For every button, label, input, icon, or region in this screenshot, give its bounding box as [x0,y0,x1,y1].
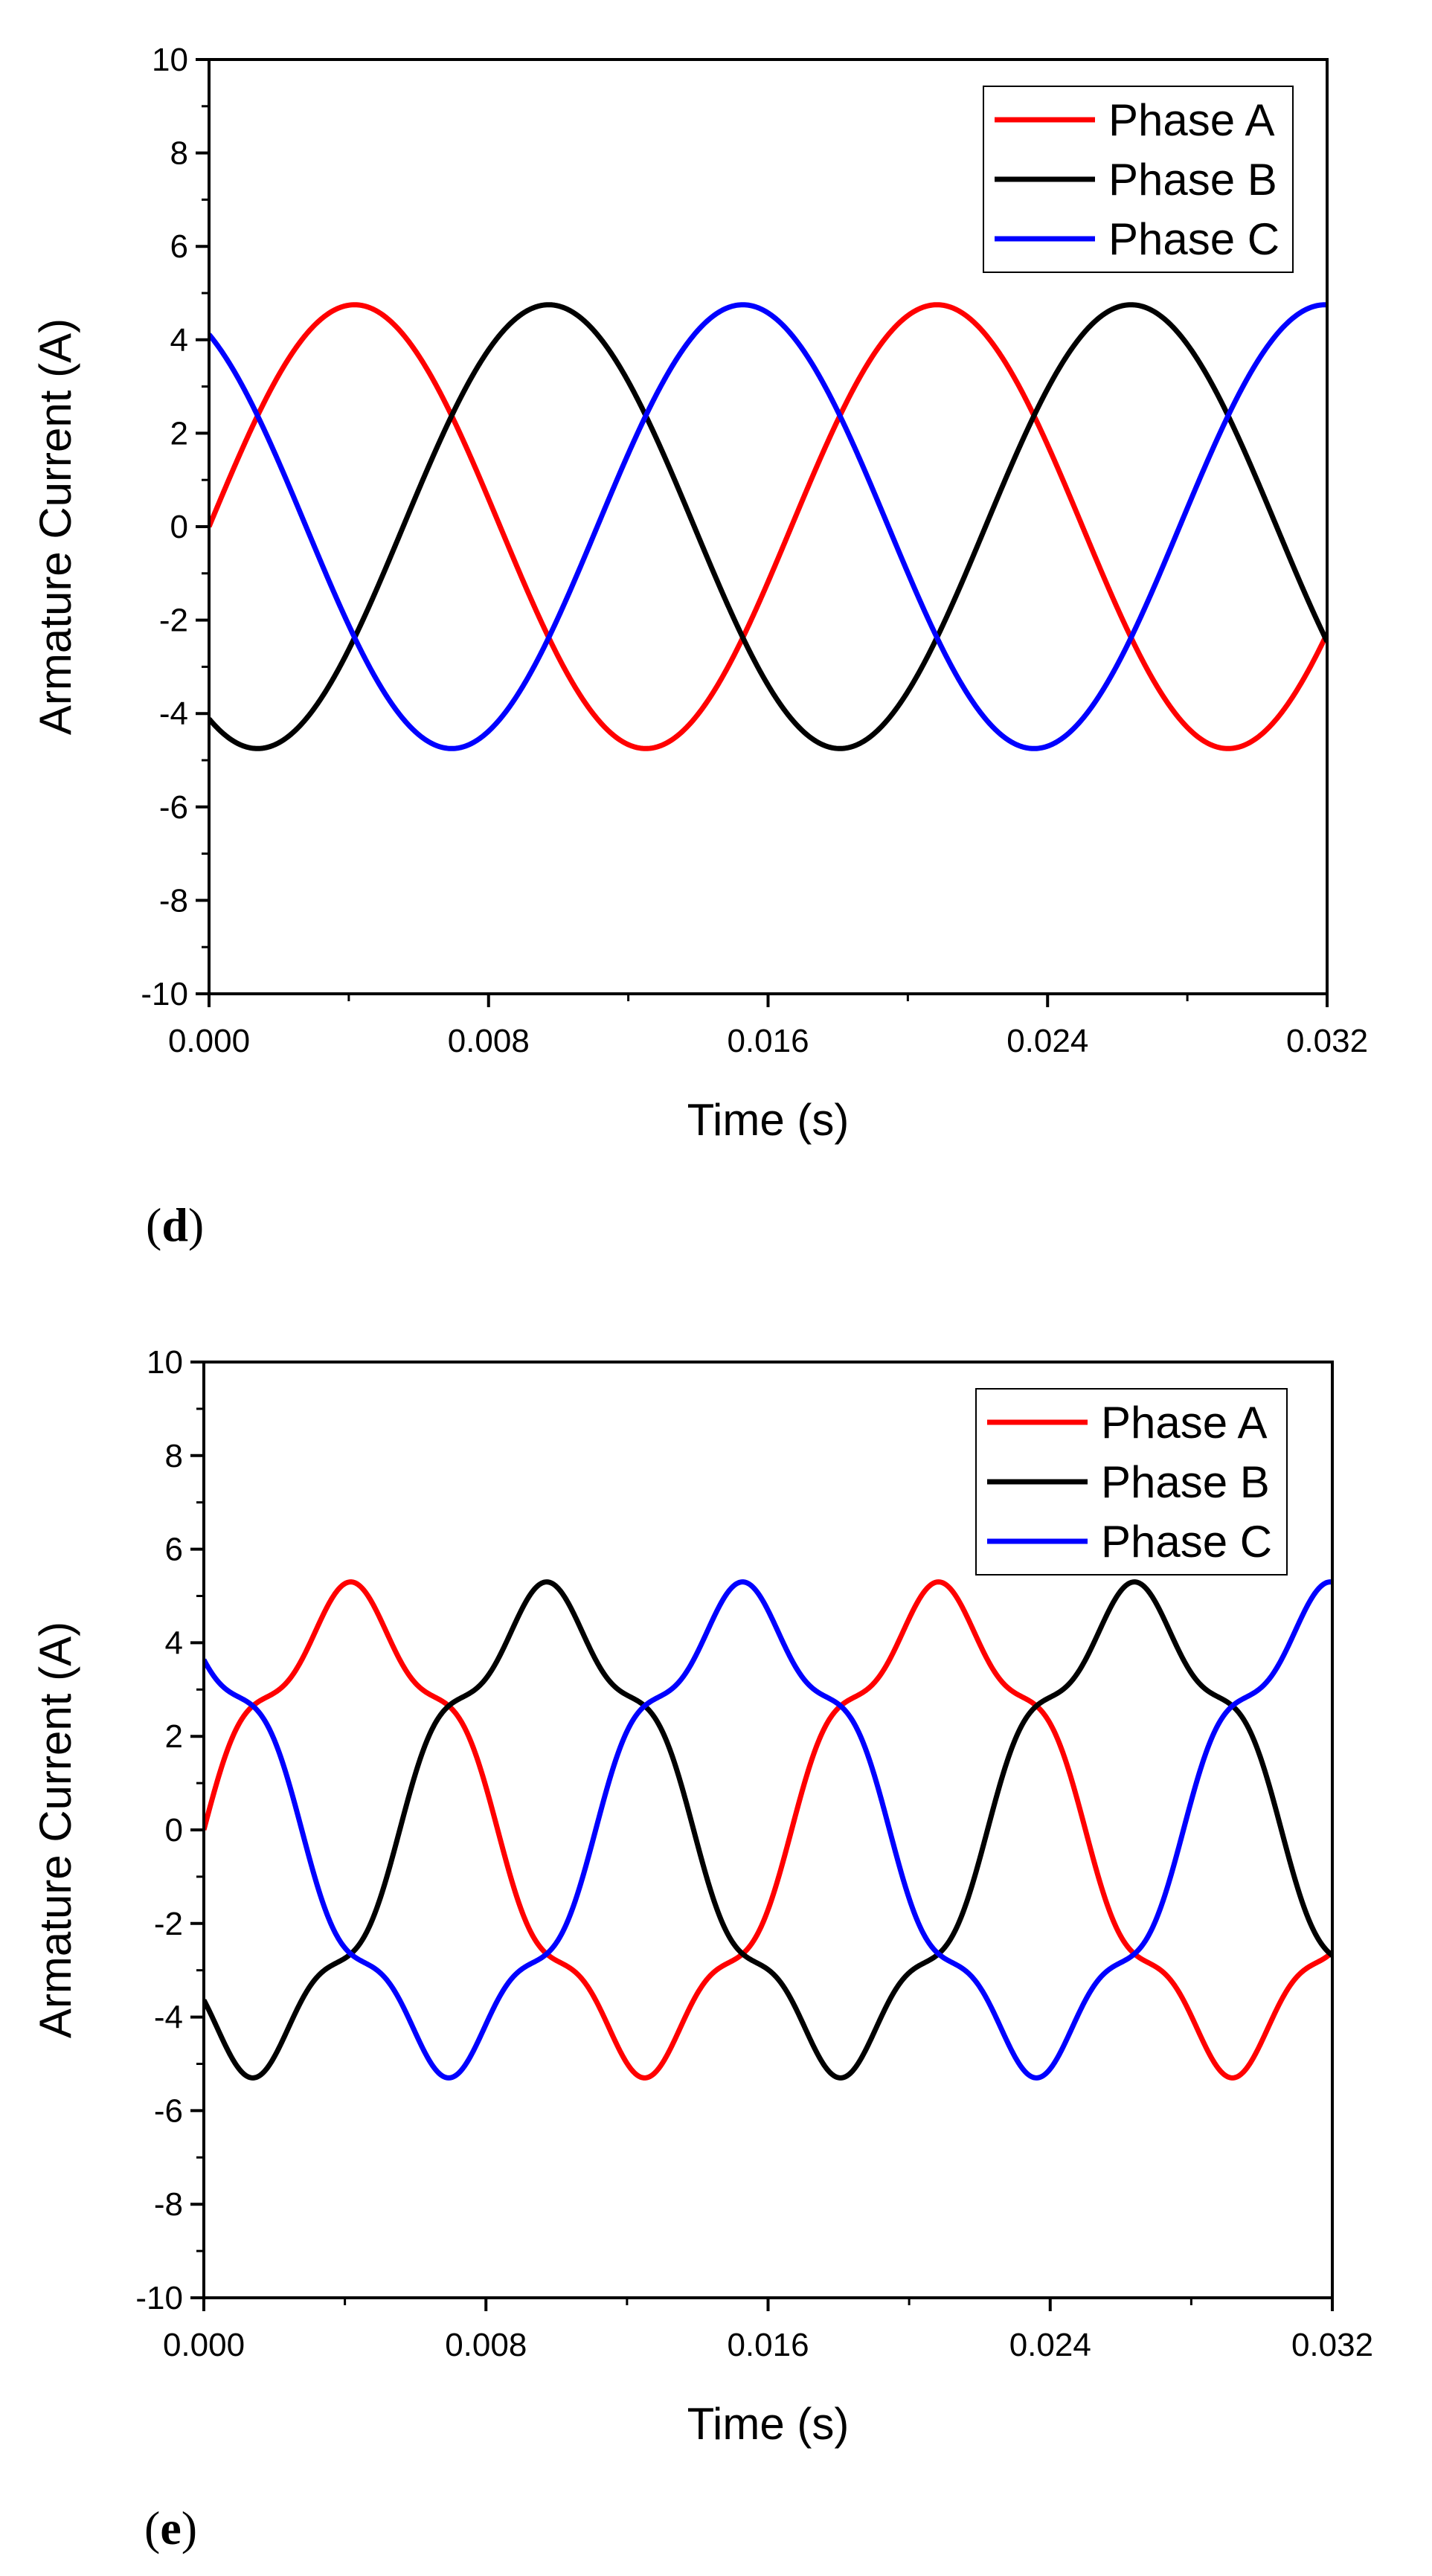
y-tick-label: 0 [170,509,188,545]
y-tick-label: 8 [165,1438,183,1474]
panel-label-close: ) [188,1198,204,1251]
x-tick-label: 0.024 [1009,2327,1091,2363]
x-tick-label: 0.008 [448,1023,530,1059]
legend: Phase A Phase B Phase C [983,86,1294,273]
panel-label-letter: d [161,1198,188,1251]
series-line-phase-b [209,302,1327,751]
x-axis-title: Time (s) [687,1095,850,1145]
legend-label: Phase A [1101,1398,1268,1448]
legend-label: Phase B [1101,1457,1270,1507]
chart-panel-d: -10 -8 -6 -4 -2 0 2 4 6 8 10 0.000 0.008 0.016 0.024 0.… [30,42,1368,1251]
y-tick-label: -8 [154,2186,183,2223]
y-tick-label: 6 [170,228,188,265]
y-tick-label: 6 [165,1532,183,1568]
series-line-phase-b [204,1579,1332,2081]
panel-label-open: ( [146,1198,161,1251]
panel-label-open: ( [144,2502,160,2554]
y-tick-label: 0 [165,1812,183,1849]
series-line-phase-c [209,302,1327,751]
y-tick-label: 10 [152,42,188,78]
panel-label-close: ) [182,2502,197,2554]
x-tick-label: 0.032 [1286,1023,1368,1059]
y-tick-label: -4 [159,696,188,732]
y-axis-title: Armature Current (A) [30,1622,80,2038]
chart-panel-e: -10 -8 -6 -4 -2 0 2 4 6 8 10 0.000 0.008 0.016 0.024 0.… [30,1344,1373,2554]
y-tick-label: -10 [141,976,188,1012]
y-tick-label: -4 [154,2000,183,2036]
y-tick-label: 4 [170,322,188,359]
y-tick-label: -8 [159,882,188,919]
x-tick-label: 0.000 [168,1023,250,1059]
x-tick-label: 0.024 [1006,1023,1088,1059]
x-tick-label: 0.008 [445,2327,527,2363]
legend-label: Phase C [1101,1517,1272,1567]
series-line-phase-a [209,302,1327,751]
y-tick-label: -6 [159,789,188,826]
series-line-phase-c [204,1579,1332,2081]
x-tick-label: 0.016 [727,1023,809,1059]
series-line-phase-a [204,1579,1332,2081]
x-axis-title: Time (s) [687,2399,850,2449]
y-tick-label: 8 [170,135,188,172]
y-tick-label: 2 [170,415,188,452]
panel-label: (e) [144,2502,197,2554]
legend-label: Phase C [1108,214,1280,264]
legend-label: Phase B [1108,155,1277,205]
x-tick-label: 0.016 [727,2327,809,2363]
panel-label-letter: e [160,2502,181,2554]
legend: Phase A Phase B Phase C [975,1388,1288,1576]
panel-label: (d) [146,1198,204,1251]
y-tick-label: 4 [165,1625,183,1661]
y-tick-label: -2 [159,603,188,639]
x-tick-label: 0.032 [1291,2327,1373,2363]
y-tick-label: -6 [154,2092,183,2129]
y-tick-label: -10 [135,2280,183,2316]
y-tick-label: -2 [154,1906,183,1942]
x-tick-label: 0.000 [163,2327,245,2363]
y-tick-label: 2 [165,1718,183,1755]
legend-label: Phase A [1108,95,1275,145]
y-tick-label: 10 [147,1344,183,1381]
y-axis-title: Armature Current (A) [30,318,80,735]
